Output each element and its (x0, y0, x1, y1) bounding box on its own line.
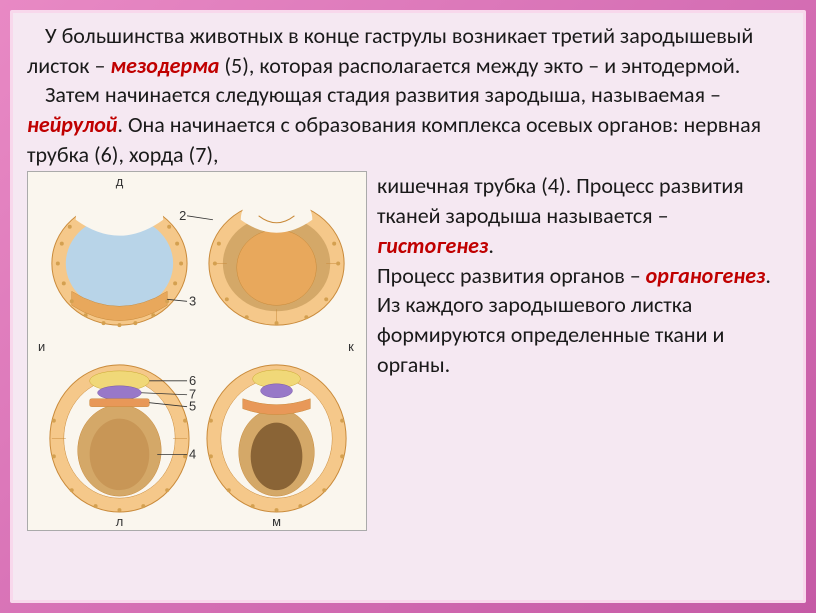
label-d: д (116, 174, 124, 189)
embryo-l (50, 365, 189, 512)
embryo-diagram: д (27, 171, 367, 531)
right-para-2: Процесс развития органов – органогенез. (377, 261, 789, 291)
right-para-1: кишечная трубка (4). Процесс развития тк… (377, 171, 789, 260)
r2-b: . (765, 262, 771, 289)
top-text-block: У большинства животных в конце гаструлы … (27, 21, 789, 169)
label-l: л (116, 514, 124, 529)
r2-text: Процесс развития органов – (377, 262, 646, 289)
p1-text-b: (5), которая располагается между экто – … (219, 52, 740, 79)
p2-text-a: Затем начинается следующая стадия развит… (45, 81, 721, 108)
term-histogenesis: гистогенез (377, 232, 488, 259)
label-5: 5 (189, 399, 196, 414)
paragraph-1: У большинства животных в конце гаструлы … (27, 21, 789, 80)
term-organogenesis: органогенез (646, 262, 766, 289)
term-neurula: нейрулой (27, 111, 117, 138)
embryo-top-right (209, 192, 344, 325)
slide-frame: У большинства животных в конце гаструлы … (10, 10, 806, 603)
content-row: д (27, 171, 789, 531)
p2-text-b: . Она начинается с образования комплекса… (27, 111, 761, 168)
label-4: 4 (189, 447, 196, 462)
label-2: 2 (179, 208, 186, 223)
leader-2 (187, 216, 213, 220)
embryo-d (52, 188, 187, 327)
label-k: к (348, 339, 354, 354)
term-mesoderm: мезодерма (110, 52, 219, 79)
diagram-svg: д (28, 172, 366, 530)
label-6: 6 (189, 373, 196, 388)
label-m: м (272, 514, 281, 529)
label-i: и (38, 339, 45, 354)
r1-b: . (488, 232, 494, 259)
paragraph-2: Затем начинается следующая стадия развит… (27, 80, 789, 169)
right-text-block: кишечная трубка (4). Процесс развития тк… (377, 171, 789, 379)
embryo-m (207, 365, 346, 512)
r1-text: кишечная трубка (4). Процесс развития тк… (377, 172, 744, 229)
right-para-3: Из каждого зародышевого листка формируют… (377, 290, 789, 379)
label-3: 3 (189, 294, 196, 309)
